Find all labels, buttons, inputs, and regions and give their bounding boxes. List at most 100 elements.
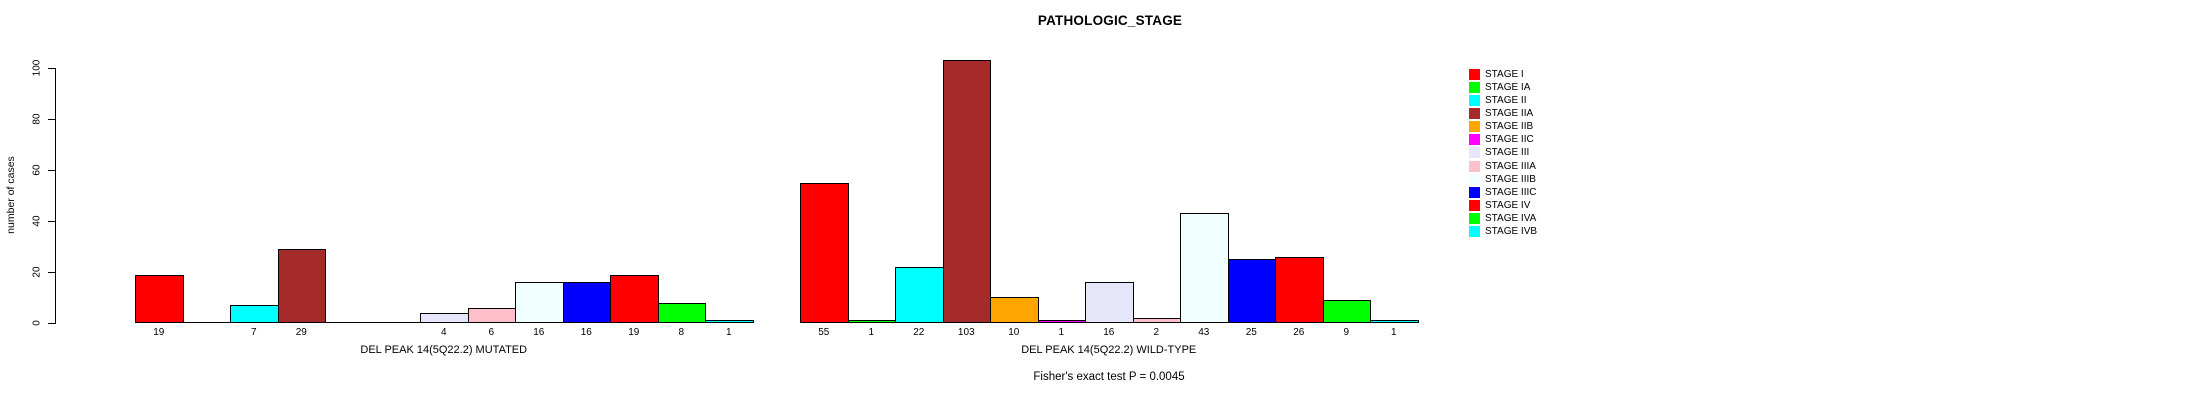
legend-swatch [1469,147,1480,159]
legend-item: STAGE IA [1469,81,1530,94]
bar-stage-ia [847,320,896,323]
y-tick-label: 100 [31,59,43,77]
legend-swatch [1469,225,1480,237]
y-tick [48,220,55,222]
legend-label: STAGE I [1485,69,1524,80]
bar-value-label: 9 [1343,327,1350,338]
bar-stage-ivb [1370,320,1419,323]
bar-stage-iia [942,60,991,323]
bar-stage-iia [277,249,326,323]
x-axis-group-label-mutated: DEL PEAK 14(5Q22.2) MUTATED [360,344,528,356]
legend-label: STAGE IIIA [1485,160,1536,172]
bar-stage-iiic [1227,259,1276,323]
bar-stage-iva [657,303,706,323]
y-tick-label: 20 [31,266,43,278]
legend-label: STAGE IA [1485,82,1531,94]
y-tick [48,169,55,171]
y-tick [48,322,55,324]
bar-stage-ii [895,267,944,323]
legend-label: STAGE IIIC [1485,186,1537,198]
bar-stage-iic [1037,320,1086,323]
legend-swatch [1469,199,1480,211]
y-tick [48,271,55,273]
bar-stage-iii [1085,282,1134,323]
legend-item: STAGE IVA [1469,212,1536,225]
legend-label: STAGE IIIB [1485,173,1536,185]
bar-value-label: 43 [1198,327,1210,338]
y-axis-line [55,68,56,324]
legend-swatch [1469,121,1480,133]
legend-swatch [1469,186,1480,198]
legend-item: STAGE IIIB [1469,173,1536,186]
bar-stage-iva [1322,300,1371,323]
bar-value-label: 16 [1103,327,1115,338]
bar-value-label: 8 [678,327,685,338]
y-tick-label: 80 [31,113,43,125]
legend-label: STAGE IVB [1485,225,1538,237]
legend-item: STAGE II [1469,94,1527,107]
bar-stage-i [800,183,849,323]
legend-item: STAGE IIIC [1469,186,1537,199]
legend-swatch [1469,160,1480,172]
legend-label: STAGE III [1485,147,1530,159]
legend-swatch [1469,82,1480,94]
legend-item: STAGE IV [1469,199,1530,212]
legend-label: STAGE IIA [1485,108,1534,120]
bar-value-label: 7 [250,327,257,338]
bar-stage-i [135,275,184,323]
legend-swatch [1469,95,1480,107]
bar-stage-iv [610,275,659,323]
legend-swatch [1469,212,1480,224]
y-tick-label: 40 [31,215,43,227]
fisher-test-annotation: Fisher's exact test P = 0.0045 [1033,371,1185,383]
bar-stage-iib [990,297,1039,323]
bar-stage-ivb [705,320,754,323]
bar-stage-iiia [1132,318,1181,323]
bar-stage-iv [1275,257,1324,323]
bar-value-label: 1 [725,327,732,338]
bar-value-label: 1 [1058,327,1065,338]
legend-label: STAGE IV [1485,199,1531,211]
legend-label: STAGE IIB [1485,121,1534,133]
legend-item: STAGE IIC [1469,133,1534,146]
bar-value-label: 6 [488,327,495,338]
bar-value-label: 103 [957,327,975,338]
bar-value-label: 2 [1153,327,1160,338]
bar-value-label: 25 [1245,327,1257,338]
legend-label: STAGE IIC [1485,134,1534,146]
legend-item: STAGE IIA [1469,107,1533,120]
bar-stage-iiia [467,308,516,323]
bar-value-label: 16 [580,327,592,338]
zero-bar-line [372,322,421,323]
zero-bar-line [182,322,231,323]
y-tick-label: 0 [31,320,43,326]
legend-swatch [1469,134,1480,146]
bar-value-label: 1 [868,327,875,338]
bar-value-label: 4 [440,327,447,338]
y-tick [48,118,55,120]
legend-swatch [1469,108,1480,120]
zero-bar-line [325,322,374,323]
y-tick [48,67,55,69]
x-axis-group-label-wildtype: DEL PEAK 14(5Q22.2) WILD-TYPE [1021,344,1197,356]
bar-value-label: 1 [1390,327,1397,338]
legend-swatch [1469,69,1480,80]
legend-item: STAGE IIIA [1469,160,1536,173]
bar-stage-ii [230,305,279,323]
bar-value-label: 10 [1008,327,1020,338]
bar-value-label: 19 [628,327,640,338]
legend-item: STAGE IIB [1469,120,1533,133]
bar-value-label: 16 [533,327,545,338]
legend-label: STAGE IVA [1485,212,1537,224]
bar-stage-iiib [1180,213,1229,323]
legend-item: STAGE IVB [1469,225,1537,238]
bar-stage-iiic [562,282,611,323]
bar-value-label: 22 [913,327,925,338]
legend-label: STAGE II [1485,95,1527,107]
bar-stage-iiib [515,282,564,323]
y-tick-label: 60 [31,164,43,176]
legend-swatch [1469,173,1480,185]
legend-item: STAGE III [1469,146,1529,159]
bar-value-label: 29 [295,327,307,338]
